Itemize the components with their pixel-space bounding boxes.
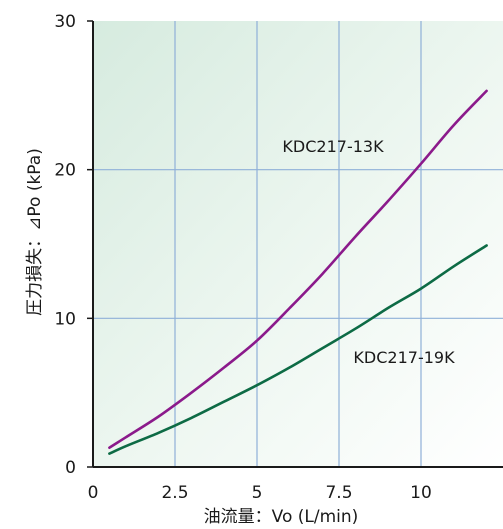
y-tick-label: 0: [65, 458, 76, 478]
x-tick-label: 2.5: [161, 483, 188, 503]
x-tick-label: 10: [410, 483, 432, 503]
series-line-kdc217-13k: [108, 89, 488, 449]
series-label: KDC217-13K: [282, 137, 384, 156]
y-axis-title: 圧力損失：⊿Po (kPa): [25, 148, 45, 316]
x-tick-label: 0: [88, 483, 99, 503]
y-tick-label: 20: [54, 161, 76, 181]
series-label: KDC217-19K: [353, 348, 455, 367]
x-axis-title: 油流量：Vo (L/min): [204, 507, 359, 527]
y-tick-label: 30: [54, 12, 76, 32]
series-labels: KDC217-13K KDC217-19K: [282, 137, 455, 367]
series-lines: [108, 89, 488, 455]
series-line-kdc217-19k: [108, 244, 488, 455]
tick-labels: 0 2.5 5 7.5 10 0 10 20 30: [54, 12, 431, 503]
grid-lines: [93, 21, 503, 467]
x-tick-label: 5: [252, 483, 263, 503]
plot-area: [93, 21, 503, 467]
x-tick-label: 7.5: [325, 483, 352, 503]
axes: [87, 20, 503, 468]
y-tick-label: 10: [54, 309, 76, 329]
